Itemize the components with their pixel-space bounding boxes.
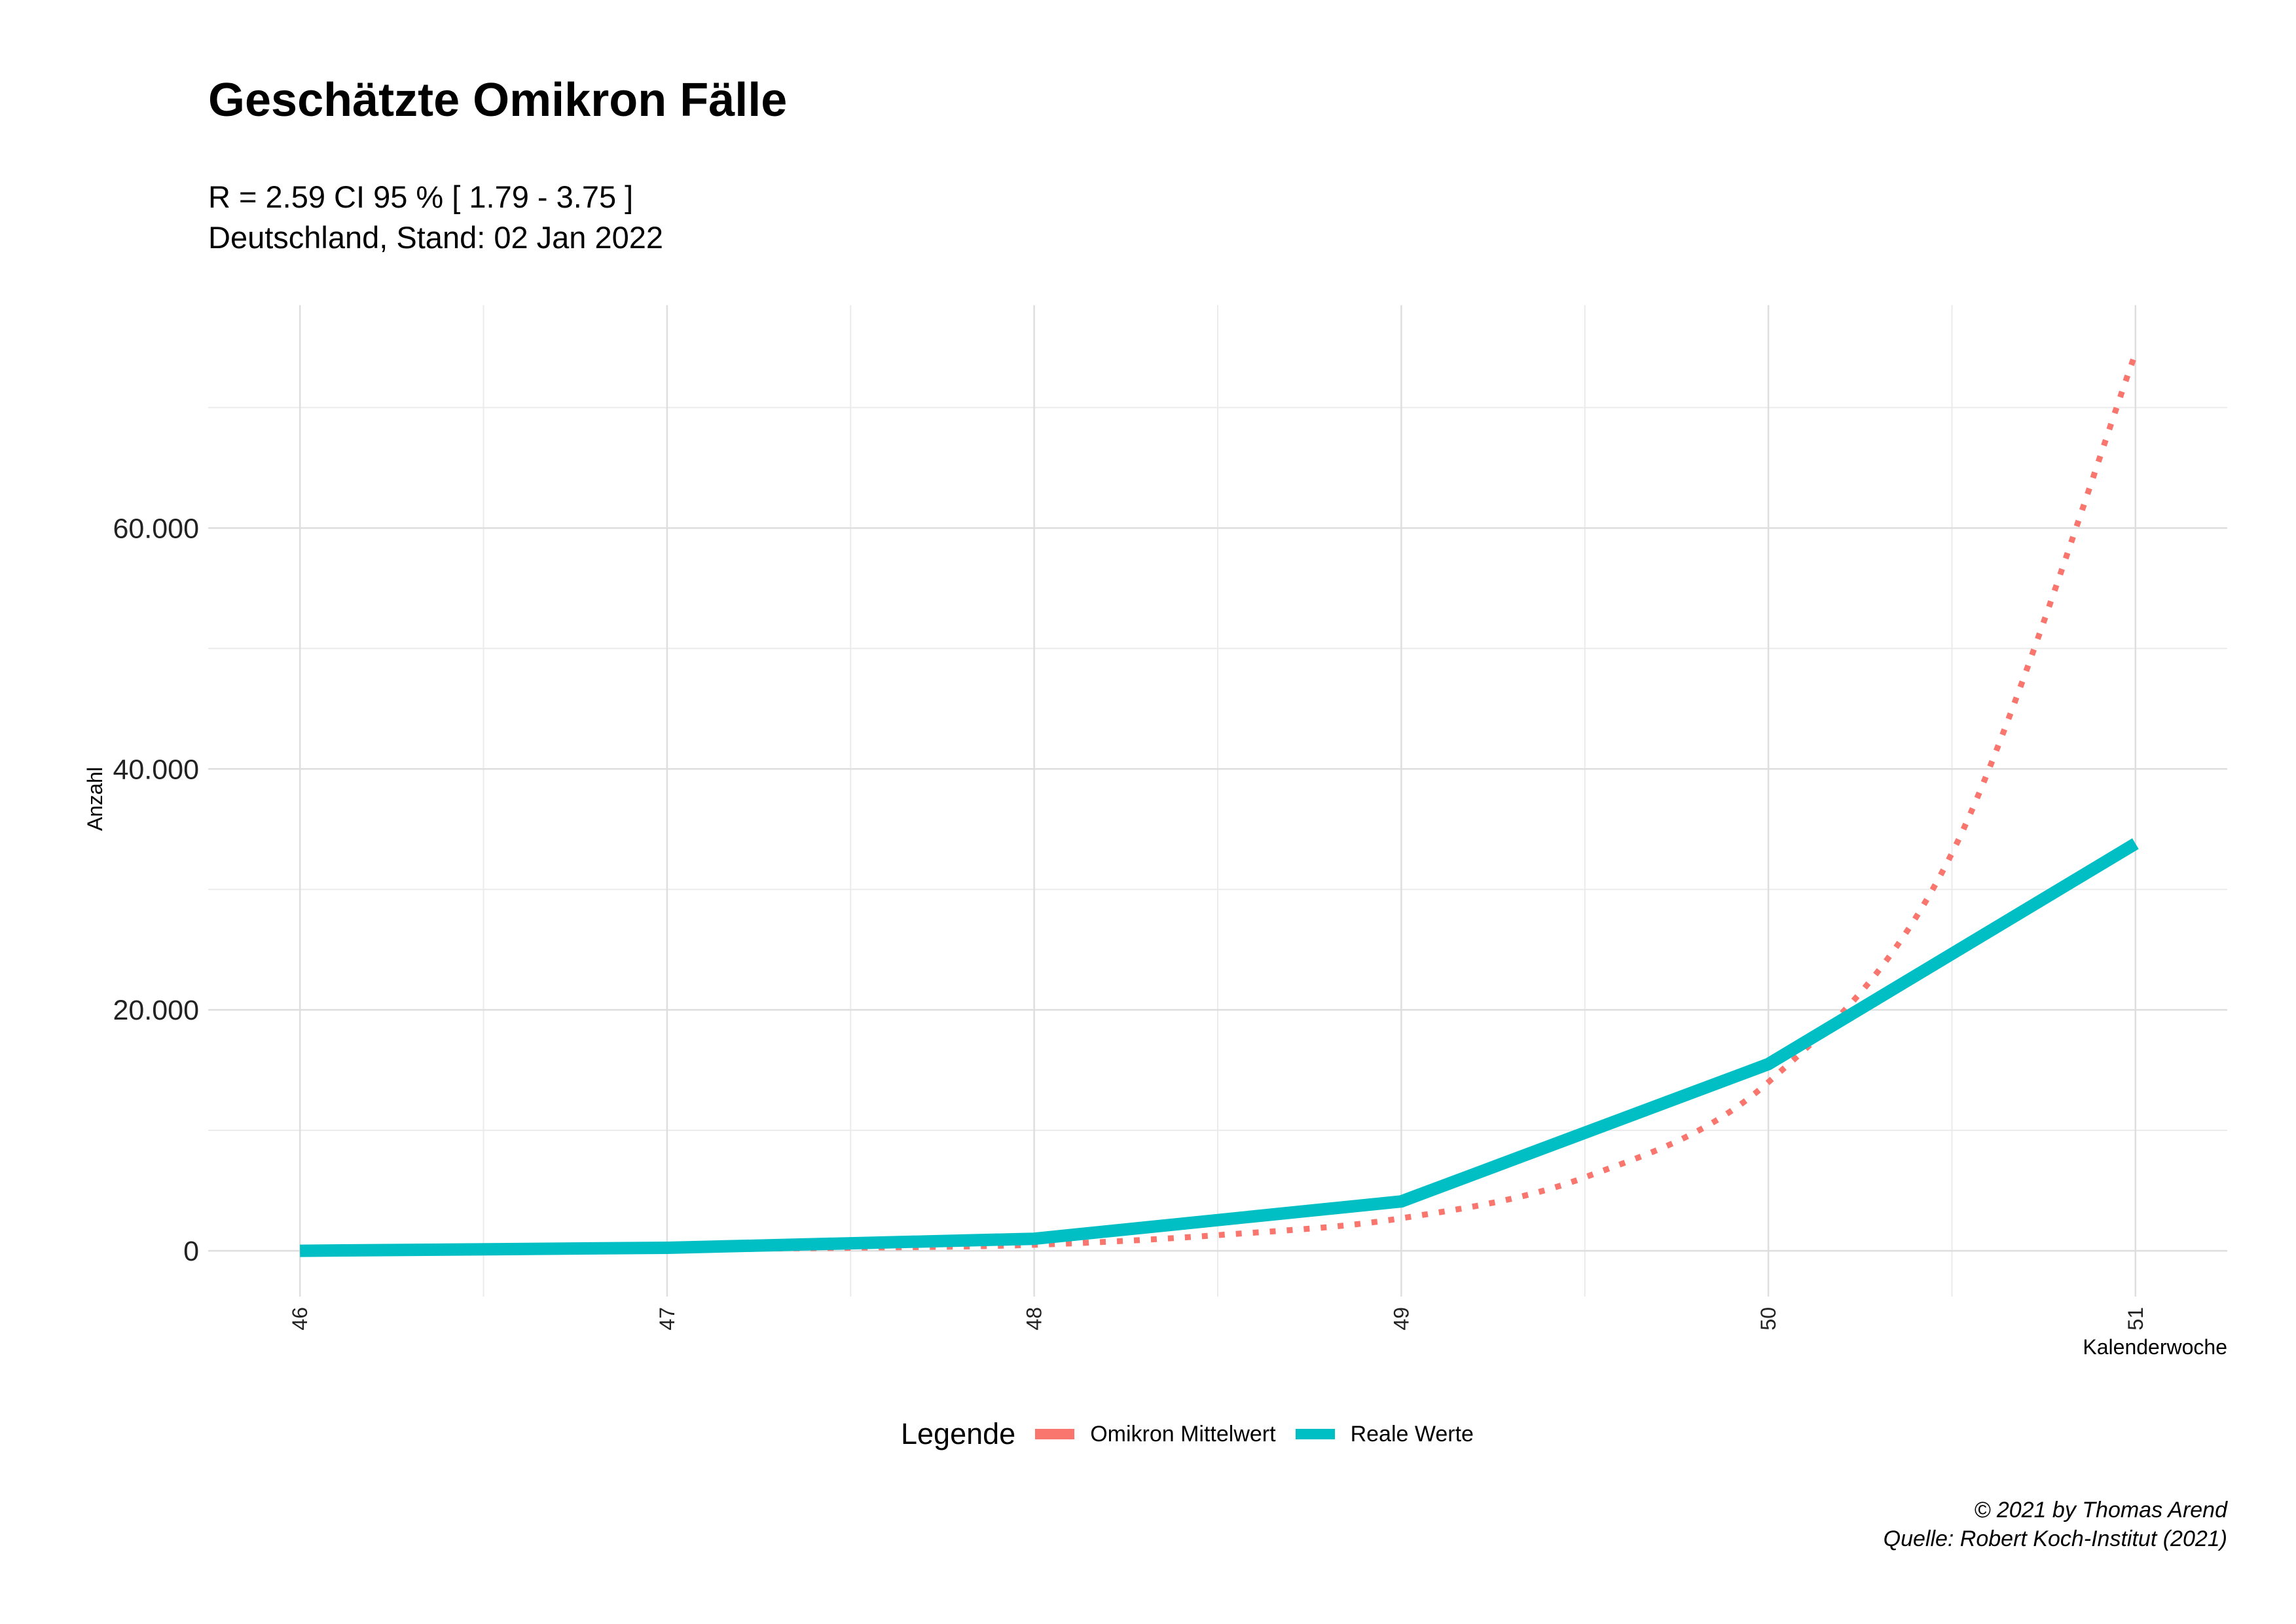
chart-title: Geschätzte Omikron Fälle <box>208 74 788 126</box>
legend-key-real <box>1295 1429 1335 1439</box>
legend-title: Legende <box>901 1417 1016 1450</box>
chart-legend: Legende Omikron Mittelwert Reale Werte <box>901 1408 1493 1460</box>
legend-item-omikron: Omikron Mittelwert <box>1035 1421 1276 1447</box>
legend-label-omikron: Omikron Mittelwert <box>1090 1421 1276 1447</box>
y-tick-label: 60.000 <box>113 513 199 544</box>
y-axis-label: Anzahl <box>83 767 107 831</box>
chart-caption: © 2021 by Thomas Arend Quelle: Robert Ko… <box>1884 1496 2227 1553</box>
x-tick-label: 48 <box>1023 1307 1046 1331</box>
subtitle-line-region-date: Deutschland, Stand: 02 Jan 2022 <box>208 220 664 255</box>
caption-source: Quelle: Robert Koch-Institut (2021) <box>1883 1526 2227 1551</box>
x-tick-label: 51 <box>2124 1307 2147 1331</box>
chart-subtitle: R = 2.59 CI 95 % [ 1.79 - 3.75 ] Deutsch… <box>208 177 663 258</box>
x-tick-label: 46 <box>288 1307 312 1331</box>
x-axis-label: Kalenderwoche <box>2083 1335 2227 1359</box>
legend-label-real: Reale Werte <box>1350 1421 1474 1447</box>
x-tick-label: 47 <box>655 1307 679 1331</box>
x-tick-label: 49 <box>1389 1307 1413 1331</box>
caption-copyright: © 2021 by Thomas Arend <box>1974 1498 2227 1522</box>
series-line-reale-werte <box>300 838 2139 1257</box>
minor-gridlines <box>208 305 2227 1297</box>
x-tick-label: 50 <box>1757 1307 1780 1331</box>
y-tick-label: 0 <box>183 1236 199 1267</box>
legend-item-real: Reale Werte <box>1295 1421 1474 1447</box>
y-tick-label: 20.000 <box>113 995 199 1026</box>
legend-key-omikron <box>1035 1429 1075 1439</box>
x-axis-tick-labels: 46 47 48 49 50 51 <box>288 1307 2147 1331</box>
subtitle-line-r-value: R = 2.59 CI 95 % [ 1.79 - 3.75 ] <box>208 179 634 214</box>
y-axis-tick-labels: 0 20.000 40.000 60.000 <box>113 513 199 1267</box>
y-tick-label: 40.000 <box>113 754 199 785</box>
series-layer <box>300 352 2139 1257</box>
